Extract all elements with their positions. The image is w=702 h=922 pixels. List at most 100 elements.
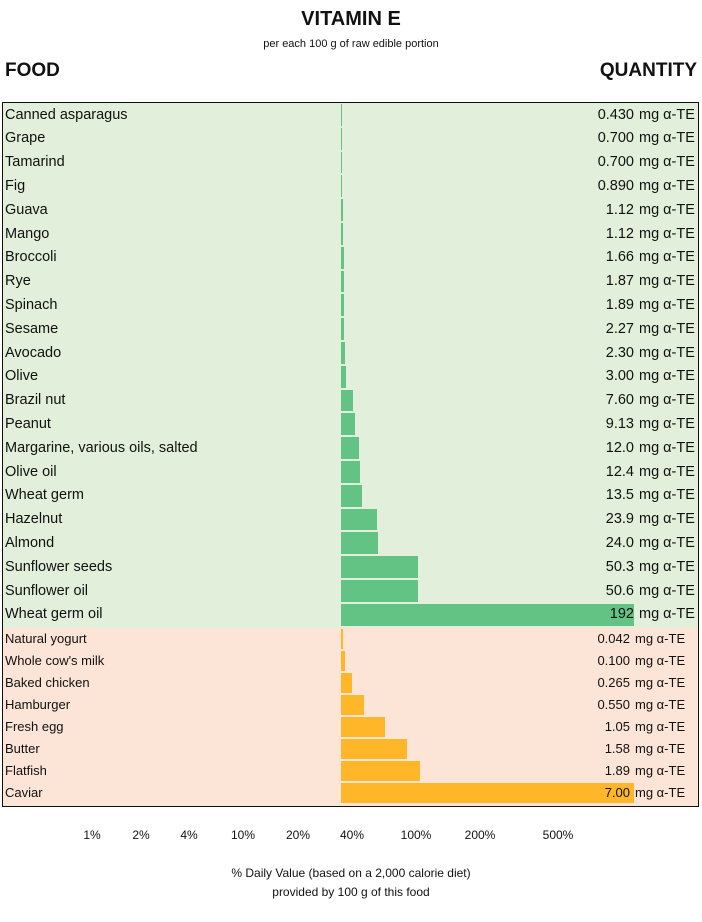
food-label: Wheat germ (5, 487, 84, 504)
unit-label: mg α-TE (639, 368, 695, 385)
bar (341, 199, 343, 221)
food-label: Wheat germ oil (5, 606, 103, 623)
table-row: Guava 1.12 mg α-TE (3, 198, 698, 222)
unit-label: mg α-TE (639, 225, 695, 242)
x-tick-label: 500% (542, 828, 574, 842)
table-row: Sunflower seeds 50.3 mg α-TE (3, 555, 698, 579)
food-label: Fig (5, 177, 26, 194)
bar (341, 760, 421, 781)
table-row: Brazil nut 7.60 mg α-TE (3, 389, 698, 413)
table-row: Hamburger 0.550 mg α-TE (3, 694, 698, 716)
table-row: Grape 0.700 mg α-TE (3, 127, 698, 151)
unit-label: mg α-TE (639, 534, 695, 551)
table-row: Caviar 7.00 mg α-TE (3, 782, 698, 804)
table-row: Olive oil 12.4 mg α-TE (3, 460, 698, 484)
unit-label: mg α-TE (639, 392, 695, 409)
unit-label: mg α-TE (635, 653, 686, 669)
bar (341, 151, 343, 174)
table-row: Whole cow's milk 0.100 mg α-TE (3, 650, 698, 672)
bar (341, 437, 360, 459)
bar (341, 318, 345, 340)
chart-title: VITAMIN E (301, 8, 401, 30)
table-row: Mango 1.12 mg α-TE (3, 222, 698, 246)
chart-subtitle: per each 100 g of raw edible portion (263, 38, 439, 50)
food-label: Flatfish (5, 763, 47, 779)
table-row: Flatfish 1.89 mg α-TE (3, 760, 698, 782)
unit-label: mg α-TE (639, 439, 695, 456)
food-label: Butter (5, 741, 40, 757)
food-label: Hazelnut (5, 511, 63, 528)
value-label: 50.6 (605, 582, 634, 599)
food-label: Olive (5, 368, 39, 385)
bar (341, 603, 634, 626)
table-row: Wheat germ 13.5 mg α-TE (3, 484, 698, 508)
food-label: Spinach (5, 296, 58, 313)
food-label: Sunflower oil (5, 582, 89, 599)
unit-label: mg α-TE (639, 273, 695, 290)
table-row: Fresh egg 1.05 mg α-TE (3, 716, 698, 738)
unit-label: mg α-TE (639, 154, 695, 171)
value-label: 3.00 (605, 368, 634, 385)
value-label: 192 (609, 606, 634, 623)
table-row: Olive 3.00 mg α-TE (3, 365, 698, 389)
value-label: 24.0 (605, 534, 634, 551)
table-row: Natural yogurt 0.042 mg α-TE (3, 628, 698, 650)
unit-label: mg α-TE (635, 719, 686, 735)
value-label: 0.042 (597, 631, 630, 647)
table-row: Spinach 1.89 mg α-TE (3, 293, 698, 317)
unit-label: mg α-TE (639, 249, 695, 266)
food-label: Sunflower seeds (5, 558, 113, 575)
food-label: Broccoli (5, 249, 57, 266)
value-label: 1.89 (605, 296, 634, 313)
food-label: Mango (5, 225, 50, 242)
x-tick-label: 200% (464, 828, 496, 842)
value-label: 1.05 (604, 719, 630, 735)
value-label: 0.100 (597, 653, 630, 669)
bar (341, 223, 343, 245)
food-label: Tamarind (5, 154, 65, 171)
food-column-header: FOOD (5, 60, 60, 81)
table-row: Broccoli 1.66 mg α-TE (3, 246, 698, 270)
unit-label: mg α-TE (635, 741, 686, 757)
quantity-column-header: QUANTITY (599, 60, 697, 81)
table-row: Tamarind 0.700 mg α-TE (3, 151, 698, 175)
value-label: 0.550 (597, 697, 630, 713)
food-label: Sesame (5, 320, 59, 337)
value-label: 0.430 (597, 106, 634, 123)
bar (341, 365, 346, 388)
unit-label: mg α-TE (639, 130, 695, 147)
bar (341, 508, 378, 531)
bar (341, 484, 362, 507)
food-label: Rye (5, 273, 31, 290)
food-label: Hamburger (5, 697, 71, 713)
unit-label: mg α-TE (639, 582, 695, 599)
value-label: 0.890 (597, 177, 634, 194)
food-label: Almond (5, 534, 55, 551)
bar (341, 461, 360, 483)
value-label: 13.5 (605, 487, 634, 504)
table-row: Butter 1.58 mg α-TE (3, 738, 698, 760)
x-tick-label: 20% (285, 828, 311, 842)
unit-label: mg α-TE (639, 320, 695, 337)
x-tick-label: 100% (400, 828, 432, 842)
unit-label: mg α-TE (639, 487, 695, 504)
bar (341, 672, 353, 693)
bar (341, 413, 355, 436)
food-label: Baked chicken (5, 675, 90, 691)
unit-label: mg α-TE (635, 631, 686, 647)
bar (341, 650, 346, 671)
bar (341, 246, 344, 269)
unit-label: mg α-TE (635, 763, 686, 779)
bar (341, 556, 418, 578)
table-row: Fig 0.890 mg α-TE (3, 174, 698, 198)
value-label: 0.700 (597, 154, 634, 171)
value-label: 7.00 (604, 785, 630, 801)
bar (341, 532, 378, 555)
value-label: 23.9 (605, 511, 634, 528)
table-row: Peanut 9.13 mg α-TE (3, 412, 698, 436)
value-label: 1.89 (604, 763, 630, 779)
bar (341, 127, 343, 150)
value-label: 50.3 (605, 558, 634, 575)
value-label: 1.12 (605, 225, 634, 242)
unit-label: mg α-TE (639, 344, 695, 361)
